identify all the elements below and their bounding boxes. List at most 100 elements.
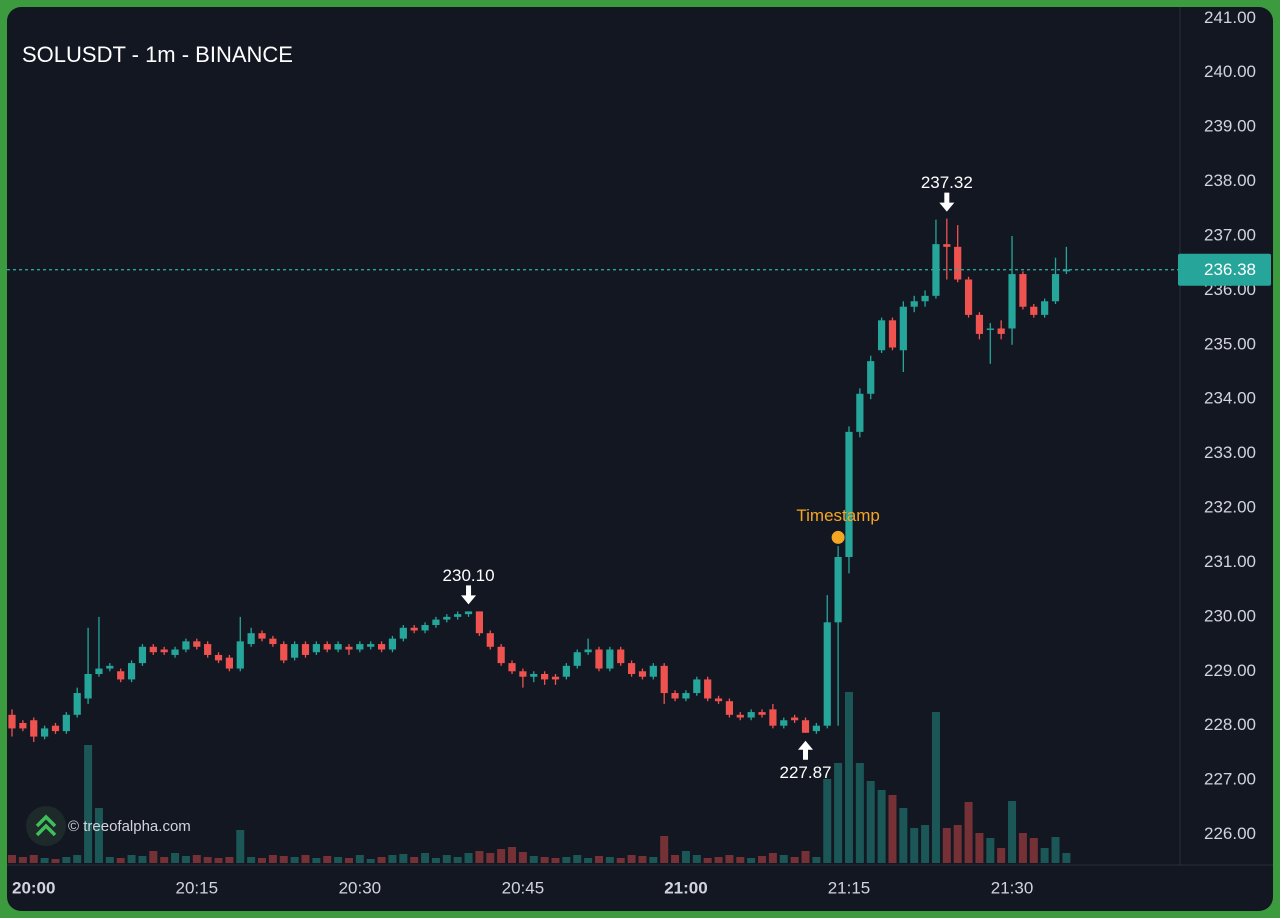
candles [8,218,1070,743]
volume-bar [268,855,277,863]
y-tick-label: 231.00 [1204,552,1256,571]
candle-body [954,246,962,280]
volume-bar [508,847,517,863]
y-tick-label: 241.00 [1204,8,1256,27]
y-tick-label: 230.00 [1204,606,1256,625]
volume-bar [540,857,549,863]
volume-bar [258,858,267,863]
volume-bar [584,858,593,863]
volume-bar [649,857,658,863]
volume-bar [660,836,669,863]
candle-body [8,714,16,729]
volume-bar [692,855,701,863]
x-tick-label: 20:00 [12,878,55,897]
volume-bar [181,856,190,863]
candle-body [106,665,114,669]
candle-body [747,712,755,718]
x-tick-label: 20:45 [502,878,545,897]
volume-bar [431,858,440,863]
candle-body [627,663,636,674]
candle-body [258,633,266,639]
volume-bar [1029,838,1038,863]
candle-body [73,693,81,715]
volume-bar [671,855,680,863]
candle-body [62,714,70,732]
volume-bar [442,855,451,863]
x-tick-label: 21:30 [991,878,1034,897]
y-tick-label: 238.00 [1204,171,1256,190]
candle-body [530,673,538,677]
candle-body [149,646,157,653]
volume-bar [921,825,930,863]
candle-body [160,649,168,653]
candle-body [127,663,136,680]
y-tick-label: 233.00 [1204,443,1256,462]
candle-body [1008,274,1016,329]
annotation-arrow [461,585,477,605]
volume-bar [192,855,201,863]
candle-body [649,665,657,677]
volume-bar [529,856,538,863]
volume-bar [486,853,495,863]
candle-body [638,671,647,677]
volume-bar [616,858,625,863]
candle-body [682,693,690,699]
volume-bar [247,857,256,863]
candle-body [791,717,799,721]
candle-body [997,328,1005,334]
annotation-label: 237.32 [921,173,973,192]
candle-body [345,646,353,650]
candle-body [454,614,462,617]
volume-bar [312,858,321,863]
volume-bar [758,856,767,863]
volume-bar [986,838,995,863]
volume-bar [18,857,27,863]
candle-body [845,431,853,558]
candle-body [921,295,929,302]
volume-bar [355,855,364,863]
volume-bar [236,830,245,863]
volume-bar [51,859,60,863]
candle-body [95,668,103,674]
volume-bar [116,858,125,863]
volume-bar [421,853,430,863]
chart-title: SOLUSDT - 1m - BINANCE [22,42,293,67]
x-tick-label: 21:15 [828,878,871,897]
volume-bar [594,856,603,863]
volume-bar [40,858,49,863]
candle-body [280,644,288,661]
watermark-chevrons [35,814,57,837]
candle-body [84,673,92,699]
volume-bar [388,855,397,863]
volume-bar [703,858,712,863]
volume-bar [29,855,38,863]
volume-bar [518,852,527,863]
candle-body [399,627,407,639]
volume-bar [344,858,353,863]
volume-bar [160,857,169,863]
volume-bar [877,790,886,863]
volume-bar [801,851,810,863]
volume-bar [747,858,756,863]
y-tick-label: 234.00 [1204,389,1256,408]
y-tick-label: 227.00 [1204,770,1256,789]
volume-bar [725,855,734,863]
candle-body [932,244,940,296]
volume-bar [127,855,136,863]
candle-body [823,622,831,726]
y-tick-label: 226.00 [1204,824,1256,843]
volume-bar [410,857,419,863]
y-tick-label: 235.00 [1204,334,1256,353]
candle-body [964,279,973,315]
candle-body [541,673,549,680]
candle-body [888,320,897,348]
candle-body [725,701,734,715]
candle-body [1019,274,1027,307]
last-price-box [1178,253,1271,286]
candle-body [606,649,614,669]
volume-bar [627,855,636,863]
candle-body [736,714,744,718]
candle-body [475,611,484,634]
candle-body [617,649,625,664]
